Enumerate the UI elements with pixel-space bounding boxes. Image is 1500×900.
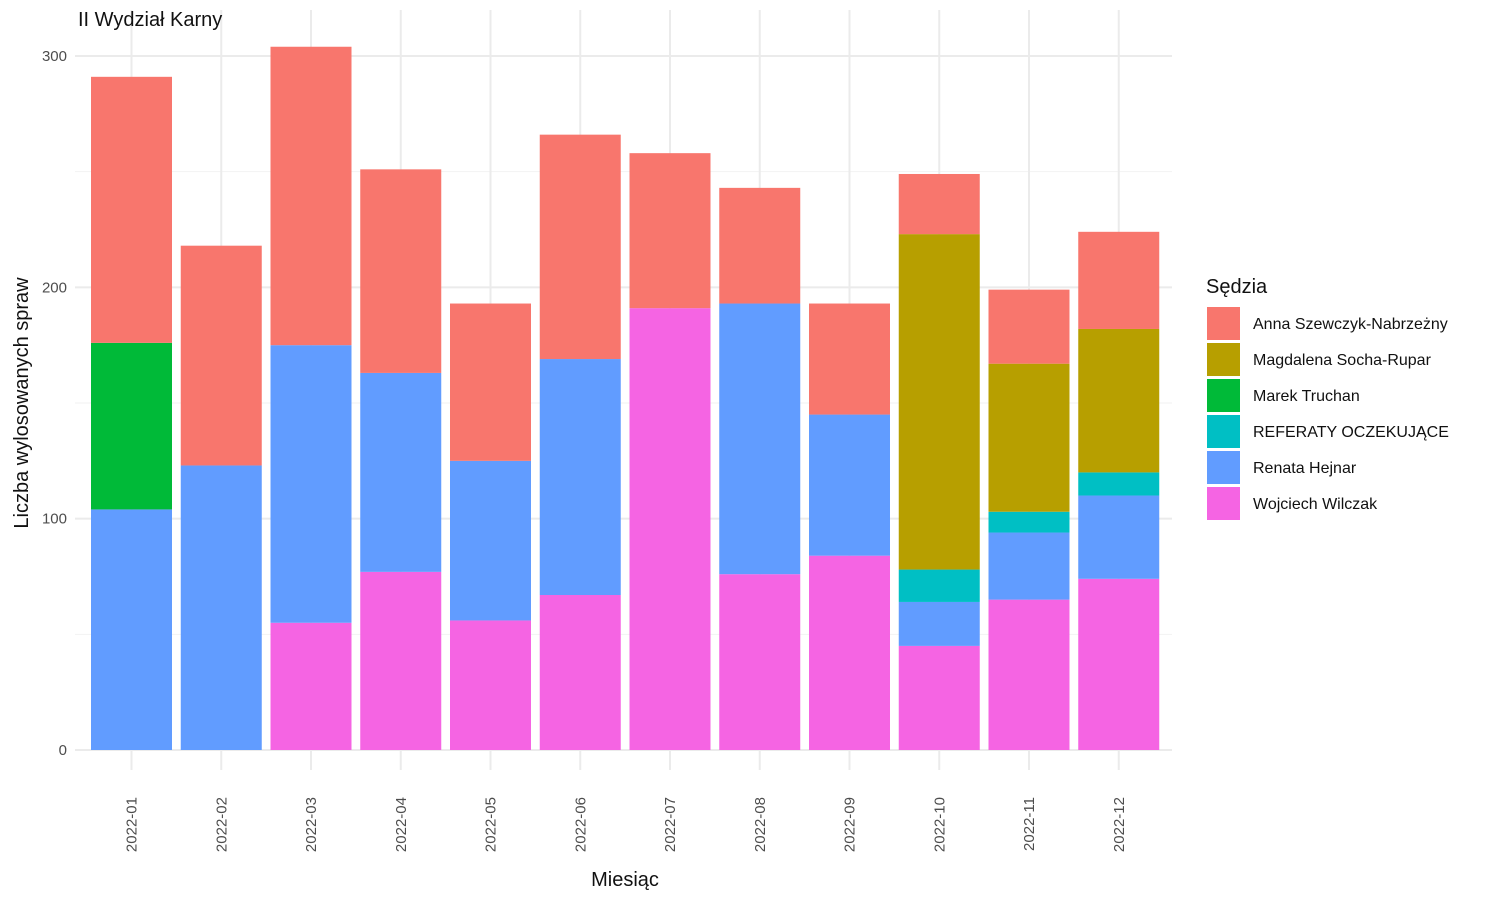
bar-segment bbox=[988, 363, 1070, 512]
bar-segment bbox=[360, 372, 442, 572]
bar-segment bbox=[270, 622, 352, 750]
legend-label: Wojciech Wilczak bbox=[1253, 496, 1378, 513]
legend-label: Magdalena Socha-Rupar bbox=[1253, 352, 1432, 369]
x-tick-label: 2022-04 bbox=[393, 797, 410, 852]
bar-segment bbox=[1078, 578, 1160, 750]
legend-label: REFERATY OCZEKUJĄCE bbox=[1253, 424, 1449, 441]
bar-segment bbox=[450, 620, 531, 750]
legend-title: Sędzia bbox=[1206, 276, 1268, 298]
x-tick-label: 2022-12 bbox=[1111, 797, 1128, 852]
bar-segment bbox=[719, 187, 801, 304]
bar-segment bbox=[180, 245, 262, 466]
bar-segment bbox=[898, 601, 980, 646]
bar-segment bbox=[988, 599, 1070, 750]
bar-segment bbox=[360, 571, 442, 750]
y-tick-label: 300 bbox=[42, 48, 67, 65]
bar-segment bbox=[629, 308, 711, 750]
x-tick-label: 2022-08 bbox=[752, 797, 769, 852]
bar-segment bbox=[898, 645, 980, 750]
x-tick-label: 2022-10 bbox=[931, 797, 948, 852]
bar-segment bbox=[270, 345, 352, 623]
x-tick-label: 2022-01 bbox=[124, 797, 141, 852]
y-tick-label: 0 bbox=[59, 742, 67, 759]
chart-title: II Wydział Karny bbox=[78, 9, 222, 31]
legend-label: Marek Truchan bbox=[1253, 388, 1360, 405]
x-tick-label: 2022-07 bbox=[662, 797, 679, 852]
legend-key bbox=[1207, 415, 1240, 448]
legend-key bbox=[1207, 451, 1240, 484]
bar-segment bbox=[1078, 472, 1160, 496]
x-tick-label: 2022-03 bbox=[303, 797, 320, 852]
y-axis-title: Liczba wylosowanych spraw bbox=[11, 277, 33, 529]
bar-segment bbox=[719, 574, 801, 750]
bar-segment bbox=[898, 234, 980, 570]
x-tick-label: 2022-11 bbox=[1021, 797, 1038, 851]
bar-segment bbox=[180, 465, 262, 750]
x-axis-ticks: 2022-01 2022-02 2022-03 2022-04 2022-05 2022-… bbox=[124, 797, 1128, 852]
y-axis-ticks: 0 100 200 300 bbox=[42, 48, 67, 759]
bar-segment bbox=[809, 414, 890, 556]
bar-segment bbox=[91, 76, 172, 343]
x-tick-label: 2022-05 bbox=[483, 797, 500, 852]
x-tick-label: 2022-02 bbox=[213, 797, 230, 852]
legend-key bbox=[1207, 487, 1240, 520]
bar-segment bbox=[1078, 231, 1160, 329]
bar-segment bbox=[898, 569, 980, 602]
legend: Sędzia Anna Szewczyk-Nabrzeżny Magdalena … bbox=[1206, 276, 1449, 520]
y-tick-label: 200 bbox=[42, 279, 67, 296]
legend-label: Renata Hejnar bbox=[1253, 460, 1357, 477]
bar-segment bbox=[988, 289, 1070, 364]
bar-segment bbox=[809, 303, 890, 415]
bar-segment bbox=[898, 173, 980, 235]
x-tick-label: 2022-09 bbox=[842, 797, 859, 852]
legend-key bbox=[1207, 307, 1240, 340]
bars bbox=[91, 46, 1160, 750]
x-axis-title: Miesiąc bbox=[591, 869, 659, 891]
bar-segment bbox=[988, 532, 1070, 600]
bar-segment bbox=[719, 303, 801, 575]
legend-label: Anna Szewczyk-Nabrzeżny bbox=[1253, 316, 1448, 333]
bar-segment bbox=[270, 46, 352, 346]
y-tick-label: 100 bbox=[42, 511, 67, 528]
bar-segment bbox=[450, 303, 531, 461]
bar-segment bbox=[539, 595, 621, 750]
x-tick-label: 2022-06 bbox=[572, 797, 589, 852]
bar-segment bbox=[1078, 495, 1160, 579]
bar-segment bbox=[450, 460, 531, 621]
bar-segment bbox=[988, 511, 1070, 533]
bar-segment bbox=[629, 153, 711, 309]
bar-segment bbox=[809, 555, 890, 750]
bar-segment bbox=[539, 359, 621, 596]
legend-key bbox=[1207, 343, 1240, 376]
bar-segment bbox=[1078, 328, 1160, 473]
bar-segment bbox=[91, 342, 172, 510]
legend-key bbox=[1207, 379, 1240, 412]
bar-segment bbox=[91, 509, 172, 750]
bar-segment bbox=[539, 134, 621, 360]
bar-segment bbox=[360, 169, 442, 373]
